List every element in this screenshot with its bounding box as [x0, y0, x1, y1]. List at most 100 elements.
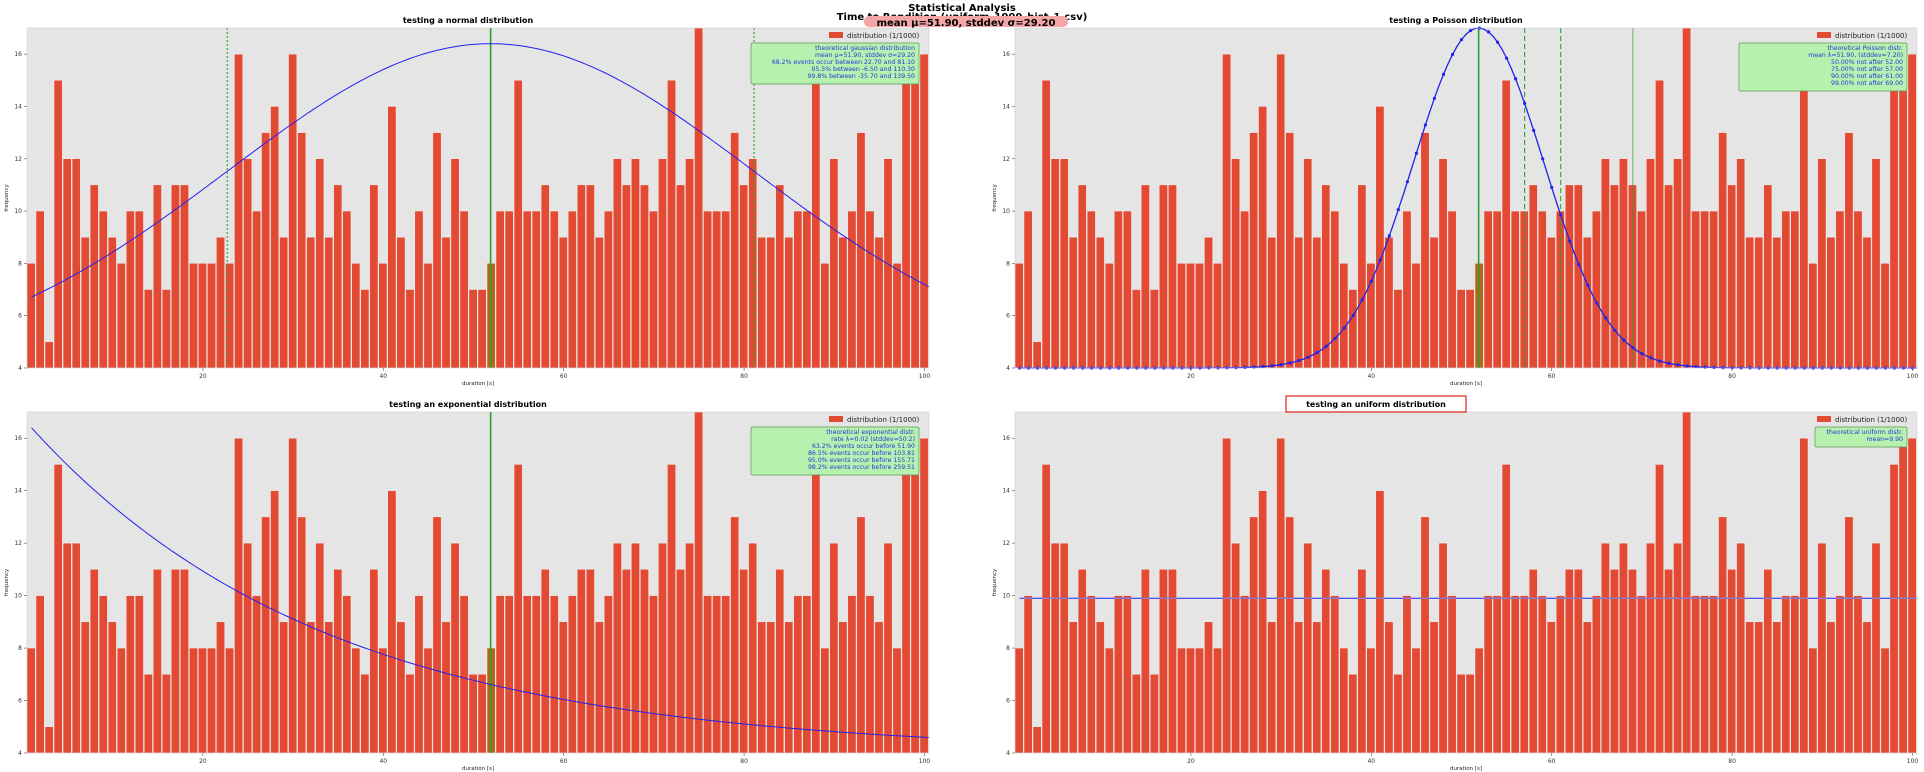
bar-35 [1321, 569, 1331, 754]
bar-47 [1429, 237, 1439, 369]
level-segment-28 [1258, 597, 1267, 599]
bar-100 [919, 438, 929, 754]
plot-frame [1014, 27, 1918, 369]
bar-36 [1330, 595, 1340, 754]
bar-95 [874, 621, 884, 754]
level-segment-31 [1285, 597, 1294, 599]
bar-60 [1546, 621, 1556, 754]
curve-marker-49 [1450, 52, 1455, 57]
bar-55 [513, 464, 523, 754]
x-axis-label: duration [s] [462, 381, 494, 387]
bar-78 [1709, 210, 1718, 369]
bar-59 [549, 210, 559, 369]
info-line-3: 63.2% events occur before 51.90 [812, 443, 915, 450]
level-segment-88 [1799, 597, 1808, 599]
y-tick-label-8: 8 [18, 260, 22, 267]
y-tick-label-12: 12 [14, 156, 22, 163]
bar-84 [775, 184, 785, 369]
bar-95 [1862, 237, 1872, 369]
y-tick-label-14: 14 [1002, 103, 1010, 110]
bar-37 [351, 263, 361, 369]
info-line-1: theoretical gaussian distribution [815, 45, 915, 52]
y-tick-label-4: 4 [18, 750, 22, 757]
curve-marker-29 [1270, 364, 1274, 368]
level-segment-44 [1402, 597, 1412, 599]
bar-66 [1601, 542, 1610, 754]
bar-14 [144, 289, 153, 369]
bar-73 [1664, 184, 1673, 369]
bar-60 [558, 237, 568, 369]
figure-summary: mean μ=51.90, stddev σ=29.20 [877, 18, 1056, 29]
bar-67 [622, 184, 631, 369]
curve-marker-51 [1468, 29, 1473, 33]
curve-marker-78 [1712, 365, 1716, 370]
bar-69 [1628, 184, 1637, 369]
bar-51 [477, 289, 487, 369]
level-segment-33 [1303, 597, 1312, 599]
y-tick-label-16: 16 [1002, 435, 1010, 442]
bar-17 [1159, 569, 1168, 754]
legend-label: distribution (1/1000) [847, 32, 919, 40]
bar-97 [1880, 647, 1890, 754]
bar-series [1014, 411, 1917, 754]
bar-81 [1736, 158, 1746, 369]
bar-56 [522, 210, 532, 369]
bar-97 [892, 263, 902, 369]
bar-51 [477, 674, 487, 754]
bar-37 [1339, 647, 1349, 754]
curve-marker-67 [1613, 328, 1617, 332]
bar-15 [1141, 184, 1150, 369]
chart-title: testing an exponential distribution [389, 400, 547, 409]
bar-65 [1592, 595, 1601, 754]
bar-66 [613, 158, 622, 369]
bar-69 [640, 569, 649, 754]
bar-32 [306, 621, 316, 754]
bar-7 [80, 237, 90, 369]
curve-marker-77 [1703, 365, 1707, 369]
level-segment-98 [1889, 597, 1899, 599]
bar-91 [838, 237, 848, 369]
bar-15 [153, 569, 162, 754]
bar-64 [595, 621, 604, 754]
bar-90 [1817, 542, 1827, 754]
chart-title: testing a normal distribution [403, 16, 534, 25]
level-segment-24 [1222, 597, 1231, 599]
y-tick-label-4: 4 [1006, 750, 1010, 757]
bar-3 [44, 726, 54, 754]
level-segment-81 [1736, 597, 1745, 599]
info-line-3: 50.00% not after 52.00 [1831, 59, 1903, 66]
bar-20 [198, 647, 207, 754]
bar-35 [1321, 184, 1331, 369]
bar-76 [1691, 595, 1700, 754]
bar-41 [387, 490, 397, 754]
bar-57 [1519, 595, 1529, 754]
y-tick-label-14: 14 [14, 103, 22, 110]
bar-36 [1330, 210, 1340, 369]
chart-panel-3: testing an exponential distribution 20 40 6… [4, 400, 930, 772]
bar-98 [901, 464, 911, 754]
bar-57 [531, 595, 541, 754]
bar-29 [1267, 621, 1276, 754]
bar-89 [1808, 647, 1818, 754]
bar-94 [865, 595, 875, 754]
curve-marker-56 [1514, 77, 1518, 81]
bar-27 [261, 516, 270, 754]
level-segment-62 [1565, 597, 1574, 599]
bar-98 [1889, 464, 1899, 754]
bar-13 [1123, 210, 1132, 369]
bar-82 [1745, 237, 1755, 369]
bar-6 [1059, 158, 1069, 369]
y-tick-label-8: 8 [1006, 260, 1010, 267]
bar-45 [1411, 263, 1421, 369]
x-tick-label-80: 80 [740, 758, 748, 765]
bar-91 [1826, 621, 1836, 754]
legend: distribution (1/1000) [1817, 32, 1907, 40]
y-tick-label-16: 16 [14, 435, 22, 442]
bar-39 [369, 569, 379, 754]
plot-frame [26, 27, 930, 369]
bar-21 [1195, 647, 1204, 754]
level-segment-76 [1691, 597, 1700, 599]
bar-71 [658, 542, 667, 754]
bar-67 [622, 569, 631, 754]
bar-7 [80, 621, 90, 754]
